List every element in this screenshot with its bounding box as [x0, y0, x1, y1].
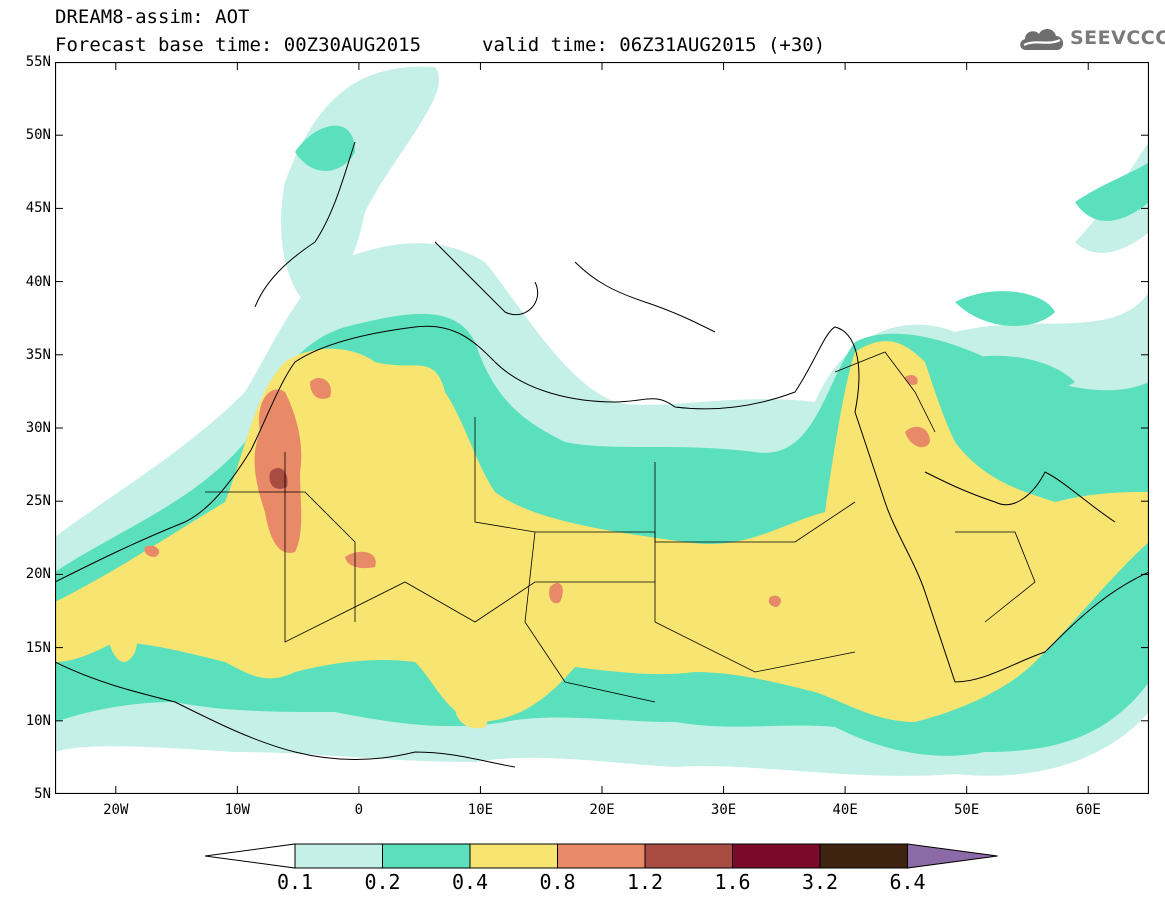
colorbar-under-arrow: [205, 843, 296, 869]
colorbar-label: 3.2: [801, 870, 839, 894]
lat-label: 10N: [25, 712, 51, 729]
colorbar-box: [469, 843, 558, 869]
axis-ticks: [55, 62, 1149, 794]
colorbar-box: [732, 843, 821, 869]
aot-map: [55, 62, 1149, 794]
lat-label: 55N: [25, 54, 51, 70]
colorbar-label: 1.2: [626, 870, 664, 894]
colorbar-box: [294, 843, 383, 869]
lat-label: 5N: [34, 786, 51, 802]
lon-label: 30E: [710, 802, 737, 818]
lat-label: 30N: [25, 420, 51, 436]
colorbar: [205, 843, 998, 869]
forecast-base-time: Forecast base time: 00Z30AUG2015: [55, 34, 422, 56]
lon-label: 0: [354, 802, 364, 818]
lon-label: 50E: [954, 802, 980, 818]
colorbar-label: 0.1: [276, 870, 314, 894]
colorbar-label: 1.6: [714, 870, 751, 894]
colorbar-box: [644, 843, 733, 869]
lat-label: 35N: [25, 346, 51, 363]
lon-label: 10W: [224, 802, 250, 818]
lon-label: 20W: [103, 802, 129, 818]
lat-label: 50N: [25, 127, 51, 144]
lon-label: 60E: [1075, 802, 1101, 818]
colorbar-label: 0.8: [539, 870, 576, 894]
seevccc-logo: SEEVCCC: [1018, 24, 1165, 54]
colorbar-box: [382, 843, 471, 869]
colorbar-label: 0.2: [364, 870, 401, 894]
country-borders: [205, 351, 1036, 703]
aot-band-1.2: [269, 467, 288, 489]
lat-label: 15N: [25, 639, 51, 656]
lat-label: 40N: [25, 273, 51, 290]
lon-label: 20E: [589, 802, 615, 818]
aot-contours: [55, 66, 1149, 776]
colorbar-label: 0.4: [451, 870, 489, 894]
lat-label: 45N: [25, 200, 51, 217]
cloud-icon: [1020, 28, 1064, 50]
lon-label: 10E: [467, 802, 494, 818]
coastlines: [55, 141, 1149, 768]
lat-label: 25N: [25, 493, 51, 510]
lat-label: 20N: [25, 566, 51, 583]
colorbar-label: 6.4: [889, 870, 926, 894]
lon-label: 40E: [832, 802, 858, 818]
valid-time: valid time: 06Z31AUG2015 (+30): [482, 34, 826, 56]
logo-text: SEEVCCC: [1070, 27, 1165, 49]
colorbar-box: [819, 843, 908, 869]
map-title: DREAM8-assim: AOT: [55, 6, 250, 28]
colorbar-box: [557, 843, 646, 869]
aot-band-0.4: [55, 341, 1149, 729]
colorbar-over-arrow: [907, 843, 998, 869]
